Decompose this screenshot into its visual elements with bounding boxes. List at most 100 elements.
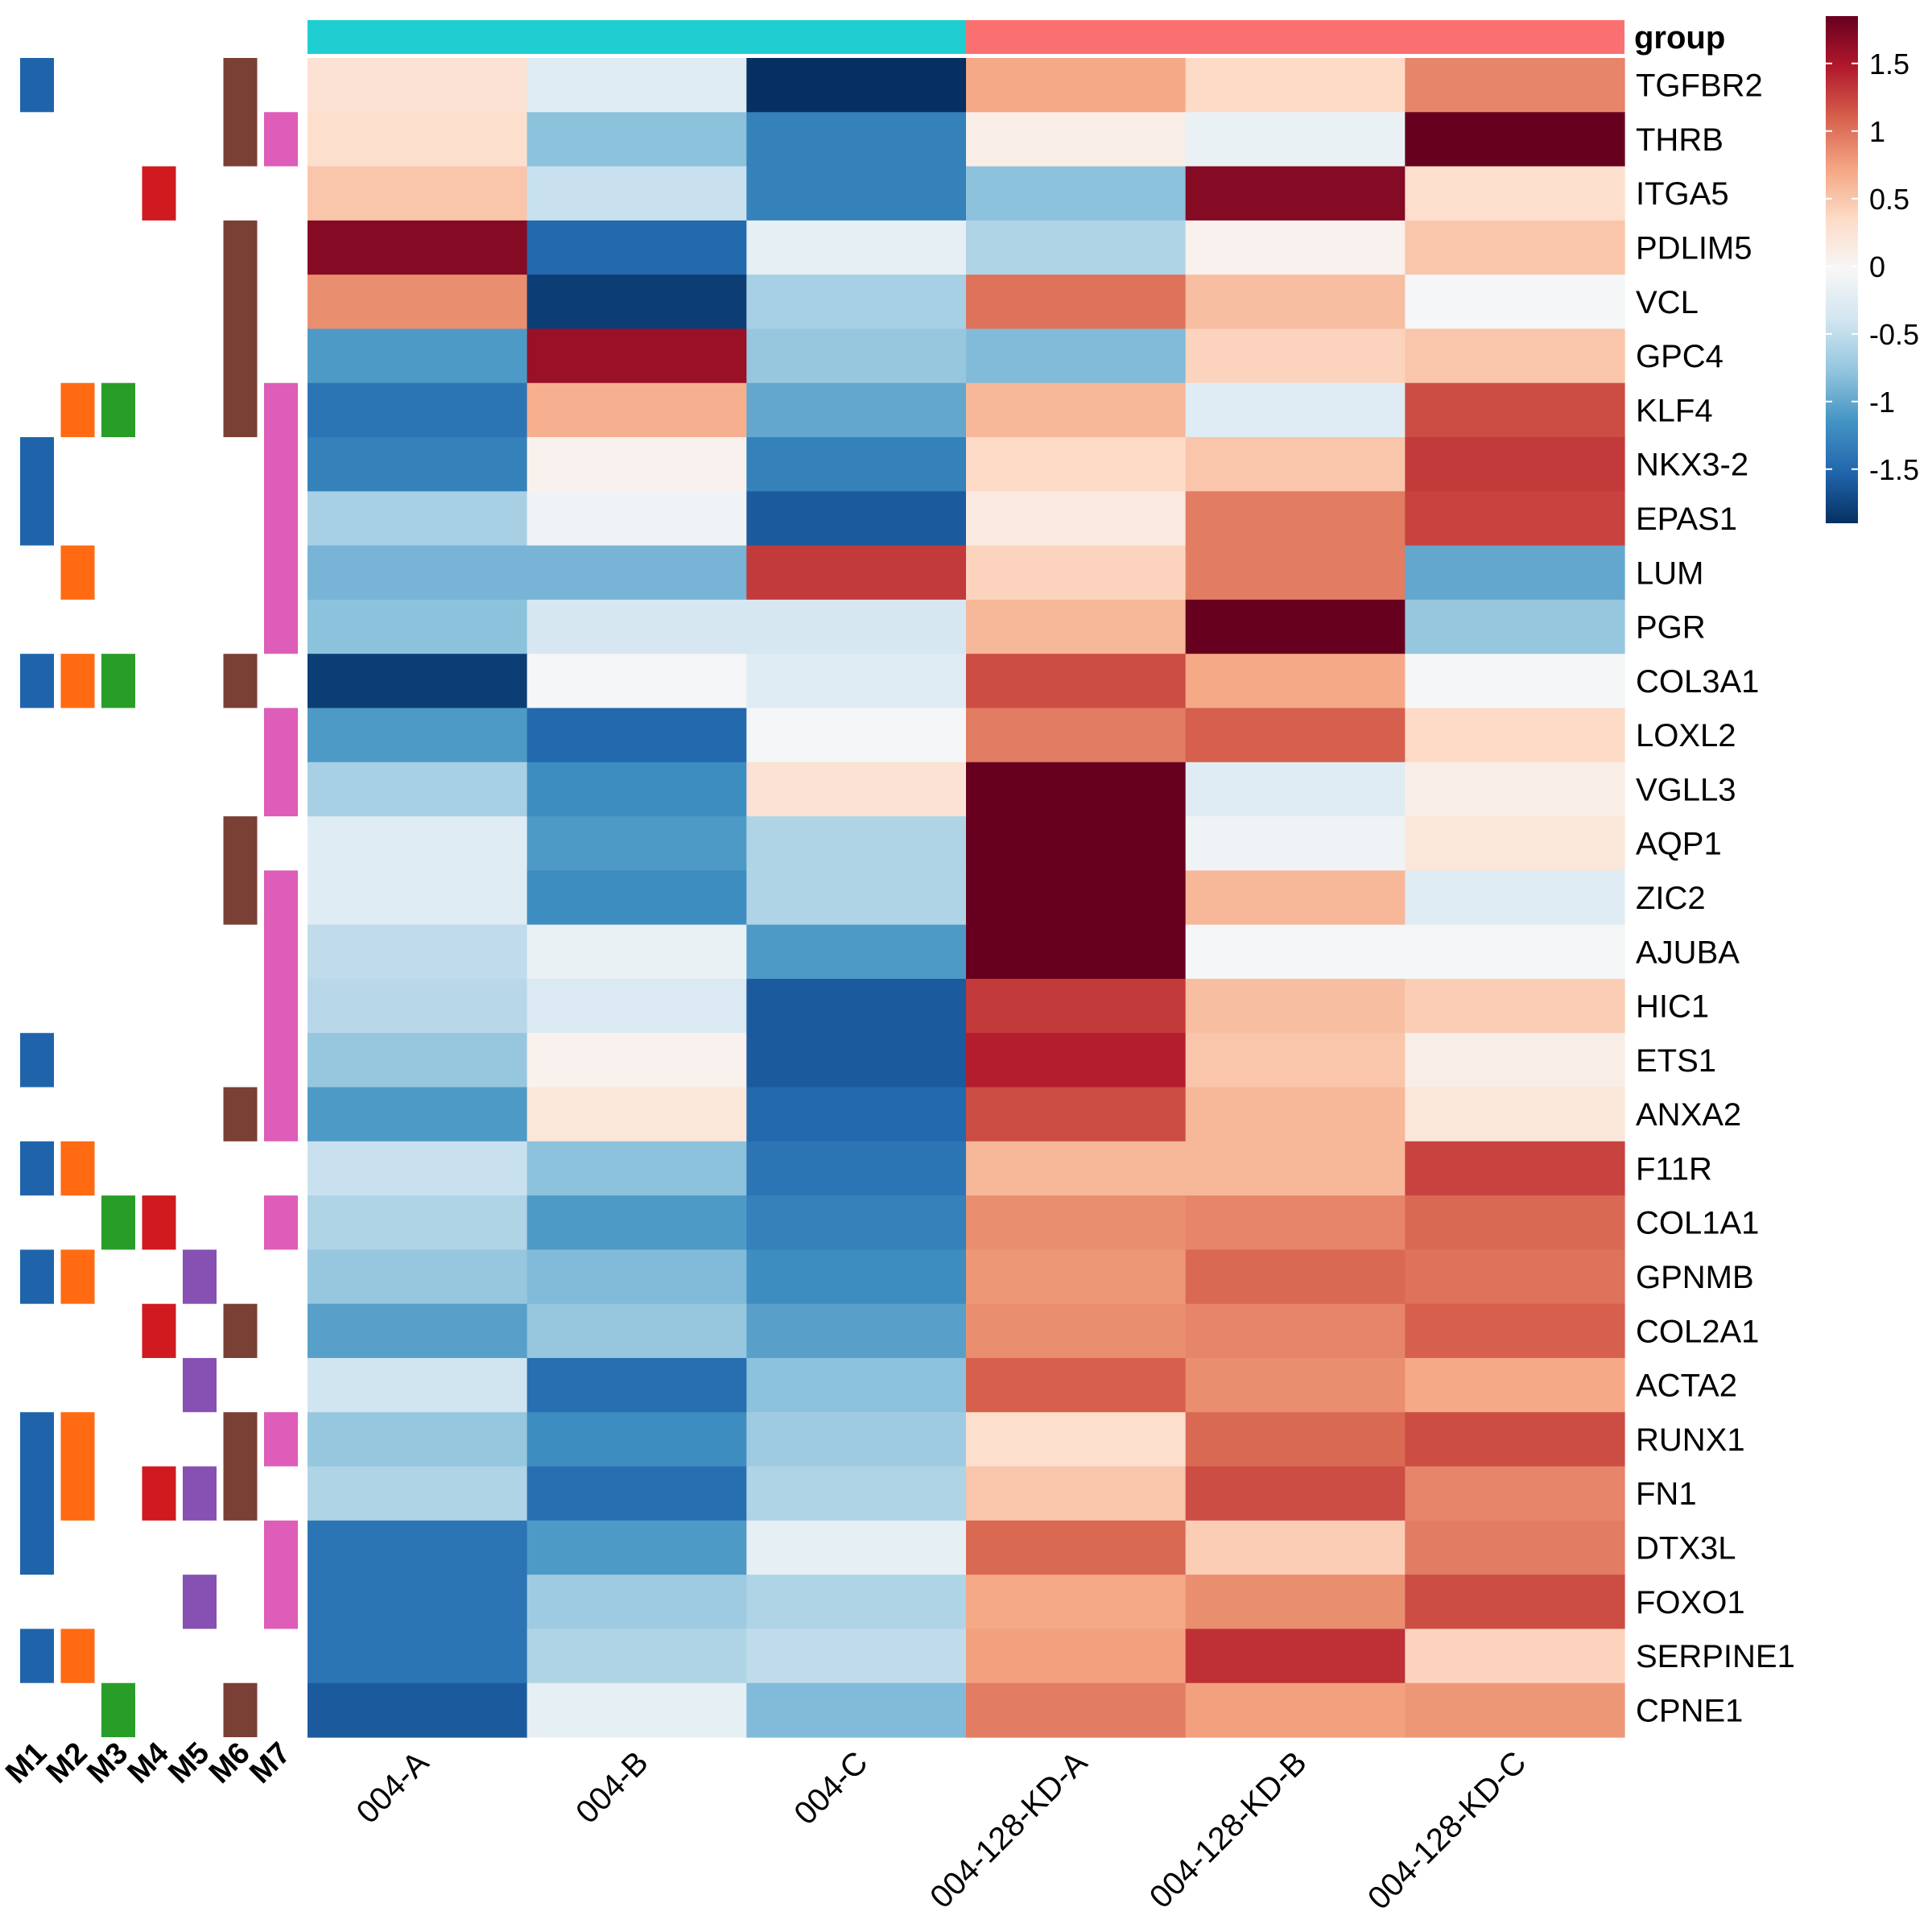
heatmap-cell [966, 978, 1187, 1034]
module-block-m3 [101, 654, 135, 708]
row-label: DTX3L [1636, 1530, 1736, 1566]
column-label: 004-B [569, 1744, 655, 1831]
heatmap-cell [1405, 654, 1625, 709]
heatmap-cell [308, 762, 528, 817]
heatmap-cell [746, 816, 967, 871]
heatmap-cell [308, 1195, 528, 1250]
heatmap-cell [966, 1303, 1187, 1359]
heatmap-cell [308, 870, 528, 926]
heatmap-cell [1185, 112, 1406, 167]
legend-tick-label: 0.5 [1869, 183, 1909, 216]
heatmap-cell [966, 1466, 1187, 1521]
row-label: F11R [1636, 1151, 1712, 1187]
row-label: LUM [1636, 555, 1703, 591]
heatmap-cell [966, 1629, 1187, 1684]
module-block-m6 [223, 1087, 258, 1141]
heatmap-cell [746, 708, 967, 763]
legend-tick-label: -0.5 [1869, 318, 1919, 351]
heatmap-cell [526, 1087, 747, 1142]
row-label: EPAS1 [1636, 502, 1737, 537]
module-block-m2 [60, 1141, 95, 1196]
module-block-m4 [142, 166, 176, 221]
heatmap-cell [1185, 166, 1406, 221]
row-label: RUNX1 [1636, 1422, 1745, 1458]
heatmap-cell [526, 762, 747, 817]
heatmap-cell [526, 58, 747, 113]
module-block-m6 [223, 58, 258, 167]
row-label: LOXL2 [1636, 718, 1736, 753]
heatmap-cell [308, 382, 528, 438]
heatmap-cell [746, 762, 967, 817]
heatmap-cell [526, 545, 747, 601]
heatmap-cell [526, 654, 747, 709]
heatmap-cell [526, 1682, 747, 1738]
module-block-m2 [60, 654, 95, 708]
heatmap-cell [746, 870, 967, 926]
row-label: VGLL3 [1636, 772, 1736, 807]
heatmap-cell [526, 1629, 747, 1684]
module-block-m4 [142, 1466, 176, 1521]
heatmap-cell [1185, 1412, 1406, 1468]
heatmap-cell [308, 924, 528, 980]
heatmap-cell [308, 437, 528, 492]
column-label: 004-128-KD-B [1143, 1744, 1314, 1915]
module-block-m1 [20, 1141, 54, 1196]
heatmap-cell [746, 1249, 967, 1305]
row-label: PGR [1636, 610, 1706, 646]
row-label: VCL [1636, 285, 1699, 320]
heatmap-cell [966, 437, 1187, 492]
heatmap-cell [746, 1357, 967, 1413]
row-label: PDLIM5 [1636, 231, 1752, 266]
heatmap-cell [966, 1195, 1187, 1250]
heatmap-cell [1405, 1520, 1625, 1575]
module-block-m2 [60, 1249, 95, 1304]
module-block-m3 [101, 382, 135, 438]
module-block-m1 [20, 437, 54, 546]
heatmap-cell [308, 654, 528, 709]
heatmap-cell [966, 654, 1187, 709]
heatmap-cell [526, 112, 747, 167]
heatmap-cell [308, 275, 528, 330]
heatmap-cell [1185, 1357, 1406, 1413]
heatmap-cell [308, 1629, 528, 1684]
heatmap-cell [526, 220, 747, 275]
heatmap-cell [308, 599, 528, 654]
heatmap-cell [966, 1249, 1187, 1305]
heatmap-cell [308, 491, 528, 547]
heatmap-cell [308, 816, 528, 871]
heatmap-cell [966, 762, 1187, 817]
heatmap-cell [1405, 924, 1625, 980]
heatmap-cell [308, 328, 528, 384]
heatmap-cell [308, 1303, 528, 1359]
row-label: GPNMB [1636, 1260, 1754, 1295]
heatmap-cell [966, 382, 1187, 438]
column-label: 004-128-KD-A [923, 1744, 1094, 1915]
heatmap-cell [746, 1087, 967, 1142]
legend-tick-label: 1.5 [1869, 47, 1909, 80]
module-block-m3 [101, 1682, 135, 1737]
heatmap-cell [746, 545, 967, 601]
heatmap-cell [1405, 870, 1625, 926]
heatmap-cell [308, 1357, 528, 1413]
heatmap-cell [966, 275, 1187, 330]
heatmap-cell [1185, 1682, 1406, 1738]
heatmap-cell [966, 599, 1187, 654]
module-block-m1 [20, 58, 54, 113]
module-block-m1 [20, 1629, 54, 1683]
heatmap-cell [966, 1575, 1187, 1630]
heatmap-cell [1405, 58, 1625, 113]
heatmap-cell [526, 166, 747, 221]
heatmap-cell [526, 599, 747, 654]
heatmap-cell [1405, 978, 1625, 1034]
color-legend-bar [1826, 16, 1858, 523]
heatmap-cell [966, 1520, 1187, 1575]
row-label: ZIC2 [1636, 881, 1706, 916]
module-block-m6 [223, 1412, 258, 1521]
heatmap-cell [308, 166, 528, 221]
row-label: SERPINE1 [1636, 1639, 1795, 1674]
module-block-m7 [264, 1412, 298, 1467]
module-block-m1 [20, 1249, 54, 1304]
heatmap-cell [1405, 1412, 1625, 1468]
module-block-m6 [223, 220, 258, 438]
